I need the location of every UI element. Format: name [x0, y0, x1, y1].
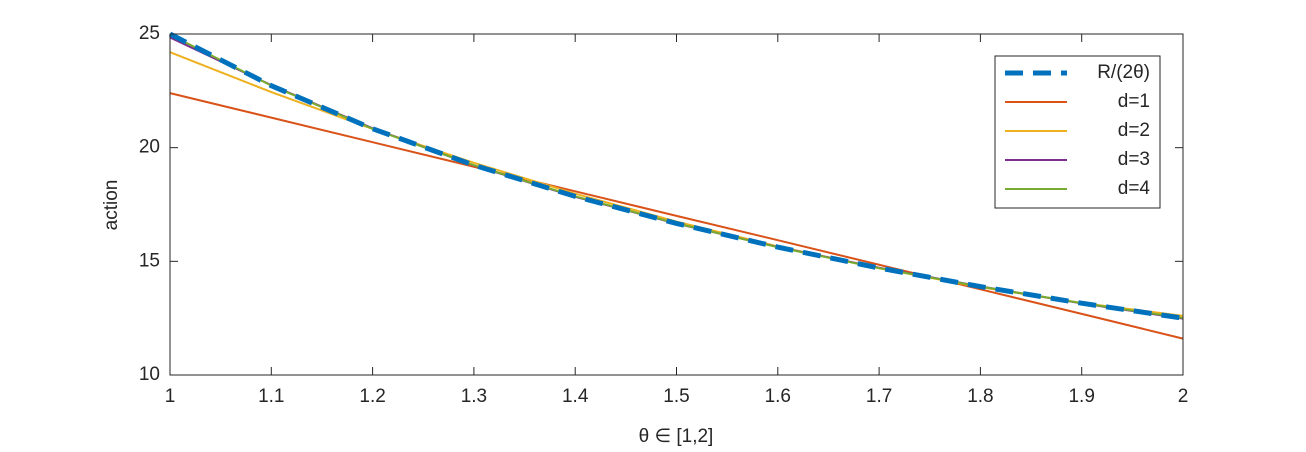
legend-label: R/(2θ) — [1097, 62, 1150, 83]
x-tick-label: 1.4 — [562, 386, 589, 407]
axes-box — [169, 33, 1184, 376]
x-tick-label: 1.6 — [765, 386, 791, 407]
x-tick-label: 1.7 — [866, 386, 892, 407]
series-line — [168, 31, 1184, 321]
legend-label: d=1 — [1118, 91, 1150, 112]
legend-label: d=4 — [1118, 178, 1151, 199]
legend: R/(2θ) d=1 d=2 d=3 d=4 — [994, 55, 1161, 209]
x-axis-label: θ ∈ [1,2] — [639, 426, 714, 447]
x-tick-label: 2 — [1178, 386, 1189, 407]
x-tick-label: 1.3 — [461, 386, 487, 407]
legend-label: d=3 — [1118, 149, 1150, 170]
series-line — [169, 92, 1184, 340]
x-tick-label: 1.1 — [258, 386, 284, 407]
x-tick-label: 1.9 — [1068, 386, 1094, 407]
y-tick-label: 25 — [139, 23, 160, 44]
legend-label: d=2 — [1118, 120, 1150, 141]
x-tick-label: 1 — [165, 386, 176, 407]
y-tick-label: 20 — [139, 137, 160, 158]
y-axis-label: action — [101, 180, 122, 231]
x-tick-label: 1.8 — [967, 386, 993, 407]
y-tick-label: 15 — [139, 250, 160, 271]
x-tick-label: 1.5 — [663, 386, 689, 407]
x-tick-label: 1.2 — [359, 386, 385, 407]
y-tick-label: 10 — [139, 364, 160, 385]
